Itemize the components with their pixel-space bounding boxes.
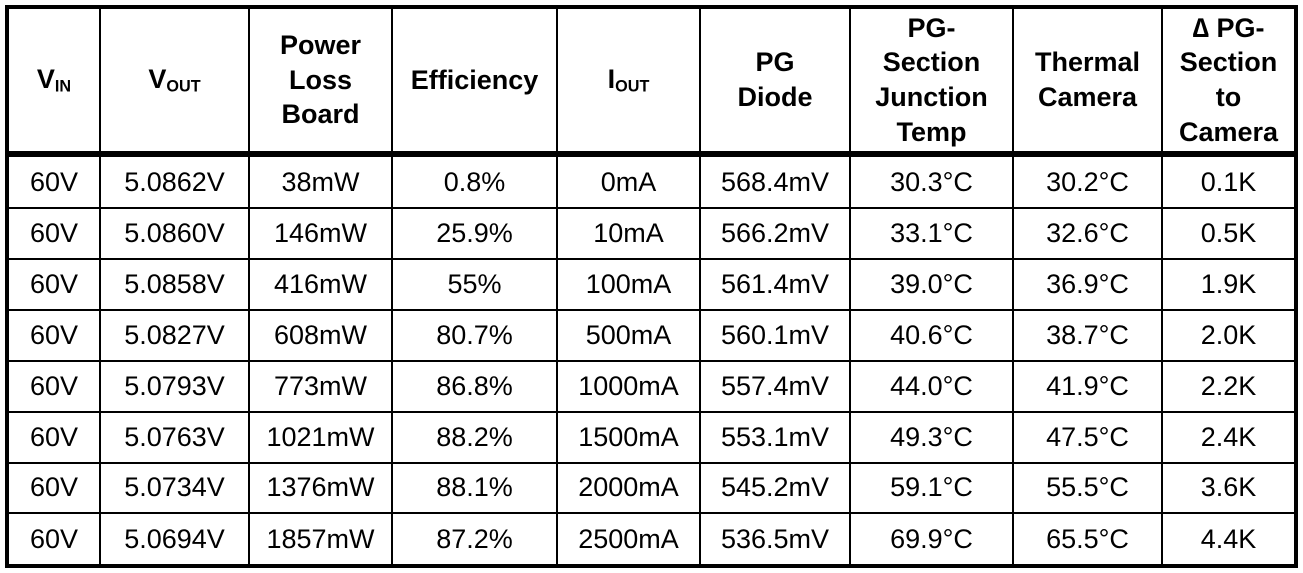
cell-thermal-camera: 38.7°C <box>1012 308 1163 362</box>
header-symbol: V <box>36 64 55 95</box>
cell-vin: 60V <box>6 359 101 413</box>
cell-vout: 5.0860V <box>99 207 250 260</box>
column-header-iout: IOUT <box>556 6 701 157</box>
cell-efficiency: 25.9% <box>391 207 558 260</box>
cell-vout: 5.0862V <box>99 153 250 209</box>
cell-delta-pg-section-to-camera: 1.9K <box>1161 257 1297 311</box>
cell-efficiency: 55% <box>391 257 558 311</box>
cell-vout: 5.0827V <box>99 308 250 362</box>
cell-iout: 500mA <box>556 308 701 362</box>
table-row: 60V 5.0827V 608mW 80.7% 500mA 560.1mV 40.6°C 38… <box>6 308 1297 362</box>
cell-thermal-camera: 32.6°C <box>1012 207 1163 260</box>
header-subscript: OUT <box>615 77 650 96</box>
cell-efficiency: 88.2% <box>391 410 558 464</box>
header-row: VIN VOUT Power Loss Board Efficiency IOUT PG … <box>6 6 1297 157</box>
cell-iout: 1500mA <box>556 410 701 464</box>
header-subscript: IN <box>54 77 72 96</box>
table-row: 60V 5.0860V 146mW 25.9% 10mA 566.2mV 33.1°C 32.… <box>6 207 1297 260</box>
cell-delta-pg-section-to-camera: 2.4K <box>1161 410 1297 464</box>
cell-pg-diode: 536.5mV <box>699 512 851 567</box>
cell-pg-section-junction-temp: 69.9°C <box>849 512 1014 567</box>
cell-thermal-camera: 36.9°C <box>1012 257 1163 311</box>
cell-delta-pg-section-to-camera: 4.4K <box>1161 512 1297 567</box>
cell-efficiency: 87.2% <box>391 512 558 567</box>
cell-vout: 5.0793V <box>99 359 250 413</box>
cell-power-loss-board: 773mW <box>248 359 393 413</box>
cell-power-loss-board: 1376mW <box>248 461 393 515</box>
cell-power-loss-board: 38mW <box>248 153 393 209</box>
cell-iout: 0mA <box>556 153 701 209</box>
cell-vout: 5.0763V <box>99 410 250 464</box>
table-row: 60V 5.0858V 416mW 55% 100mA 561.4mV 39.0°C 36.9… <box>6 257 1297 311</box>
cell-efficiency: 88.1% <box>391 461 558 515</box>
cell-vin: 60V <box>6 153 101 209</box>
cell-iout: 100mA <box>556 257 701 311</box>
header-subscript: OUT <box>166 77 201 96</box>
cell-pg-section-junction-temp: 59.1°C <box>849 461 1014 515</box>
cell-vin: 60V <box>6 512 101 567</box>
header-symbol: I <box>607 64 616 95</box>
column-header-pg-section-junction-temp: PG- Section Junction Temp <box>849 6 1014 157</box>
cell-pg-diode: 545.2mV <box>699 461 851 515</box>
cell-vout: 5.0734V <box>99 461 250 515</box>
cell-delta-pg-section-to-camera: 2.0K <box>1161 308 1297 362</box>
measurement-table: VIN VOUT Power Loss Board Efficiency IOUT PG … <box>5 5 1298 568</box>
cell-pg-diode: 557.4mV <box>699 359 851 413</box>
cell-thermal-camera: 55.5°C <box>1012 461 1163 515</box>
table-row: 60V 5.0862V 38mW 0.8% 0mA 568.4mV 30.3°C 30.2°C… <box>6 153 1297 209</box>
cell-vin: 60V <box>6 207 101 260</box>
cell-thermal-camera: 47.5°C <box>1012 410 1163 464</box>
cell-delta-pg-section-to-camera: 3.6K <box>1161 461 1297 515</box>
table-row: 60V 5.0763V 1021mW 88.2% 1500mA 553.1mV 49.3°C… <box>6 410 1297 464</box>
cell-power-loss-board: 608mW <box>248 308 393 362</box>
header-symbol: V <box>148 64 167 95</box>
table-row: 60V 5.0793V 773mW 86.8% 1000mA 557.4mV 44.0°C 4… <box>6 359 1297 413</box>
cell-pg-section-junction-temp: 30.3°C <box>849 153 1014 209</box>
cell-delta-pg-section-to-camera: 0.1K <box>1161 153 1297 209</box>
column-header-delta-pg-section-to-camera: ∆ PG- Section to Camera <box>1161 6 1297 157</box>
cell-power-loss-board: 416mW <box>248 257 393 311</box>
cell-pg-diode: 561.4mV <box>699 257 851 311</box>
table-row: 60V 5.0694V 1857mW 87.2% 2500mA 536.5mV 69.9°C… <box>6 512 1297 567</box>
cell-pg-diode: 568.4mV <box>699 153 851 209</box>
cell-vin: 60V <box>6 308 101 362</box>
cell-pg-section-junction-temp: 49.3°C <box>849 410 1014 464</box>
cell-vout: 5.0858V <box>99 257 250 311</box>
cell-thermal-camera: 30.2°C <box>1012 153 1163 209</box>
cell-iout: 10mA <box>556 207 701 260</box>
cell-efficiency: 86.8% <box>391 359 558 413</box>
cell-pg-section-junction-temp: 33.1°C <box>849 207 1014 260</box>
cell-pg-section-junction-temp: 44.0°C <box>849 359 1014 413</box>
column-header-vin: VIN <box>6 6 101 157</box>
cell-pg-diode: 566.2mV <box>699 207 851 260</box>
cell-iout: 2500mA <box>556 512 701 567</box>
cell-thermal-camera: 41.9°C <box>1012 359 1163 413</box>
cell-pg-section-junction-temp: 40.6°C <box>849 308 1014 362</box>
cell-efficiency: 0.8% <box>391 153 558 209</box>
column-header-efficiency: Efficiency <box>391 6 558 157</box>
cell-vout: 5.0694V <box>99 512 250 567</box>
cell-pg-section-junction-temp: 39.0°C <box>849 257 1014 311</box>
cell-power-loss-board: 1021mW <box>248 410 393 464</box>
cell-thermal-camera: 65.5°C <box>1012 512 1163 567</box>
cell-pg-diode: 560.1mV <box>699 308 851 362</box>
table-row: 60V 5.0734V 1376mW 88.1% 2000mA 545.2mV 59.1°C… <box>6 461 1297 515</box>
cell-power-loss-board: 1857mW <box>248 512 393 567</box>
cell-power-loss-board: 146mW <box>248 207 393 260</box>
cell-efficiency: 80.7% <box>391 308 558 362</box>
cell-delta-pg-section-to-camera: 2.2K <box>1161 359 1297 413</box>
cell-vin: 60V <box>6 410 101 464</box>
cell-iout: 2000mA <box>556 461 701 515</box>
cell-vin: 60V <box>6 461 101 515</box>
column-header-pg-diode: PG Diode <box>699 6 851 157</box>
column-header-thermal-camera: Thermal Camera <box>1012 6 1163 157</box>
cell-delta-pg-section-to-camera: 0.5K <box>1161 207 1297 260</box>
column-header-vout: VOUT <box>99 6 250 157</box>
cell-vin: 60V <box>6 257 101 311</box>
measurement-table-container: VIN VOUT Power Loss Board Efficiency IOUT PG … <box>5 5 1298 568</box>
column-header-power-loss-board: Power Loss Board <box>248 6 393 157</box>
cell-iout: 1000mA <box>556 359 701 413</box>
cell-pg-diode: 553.1mV <box>699 410 851 464</box>
